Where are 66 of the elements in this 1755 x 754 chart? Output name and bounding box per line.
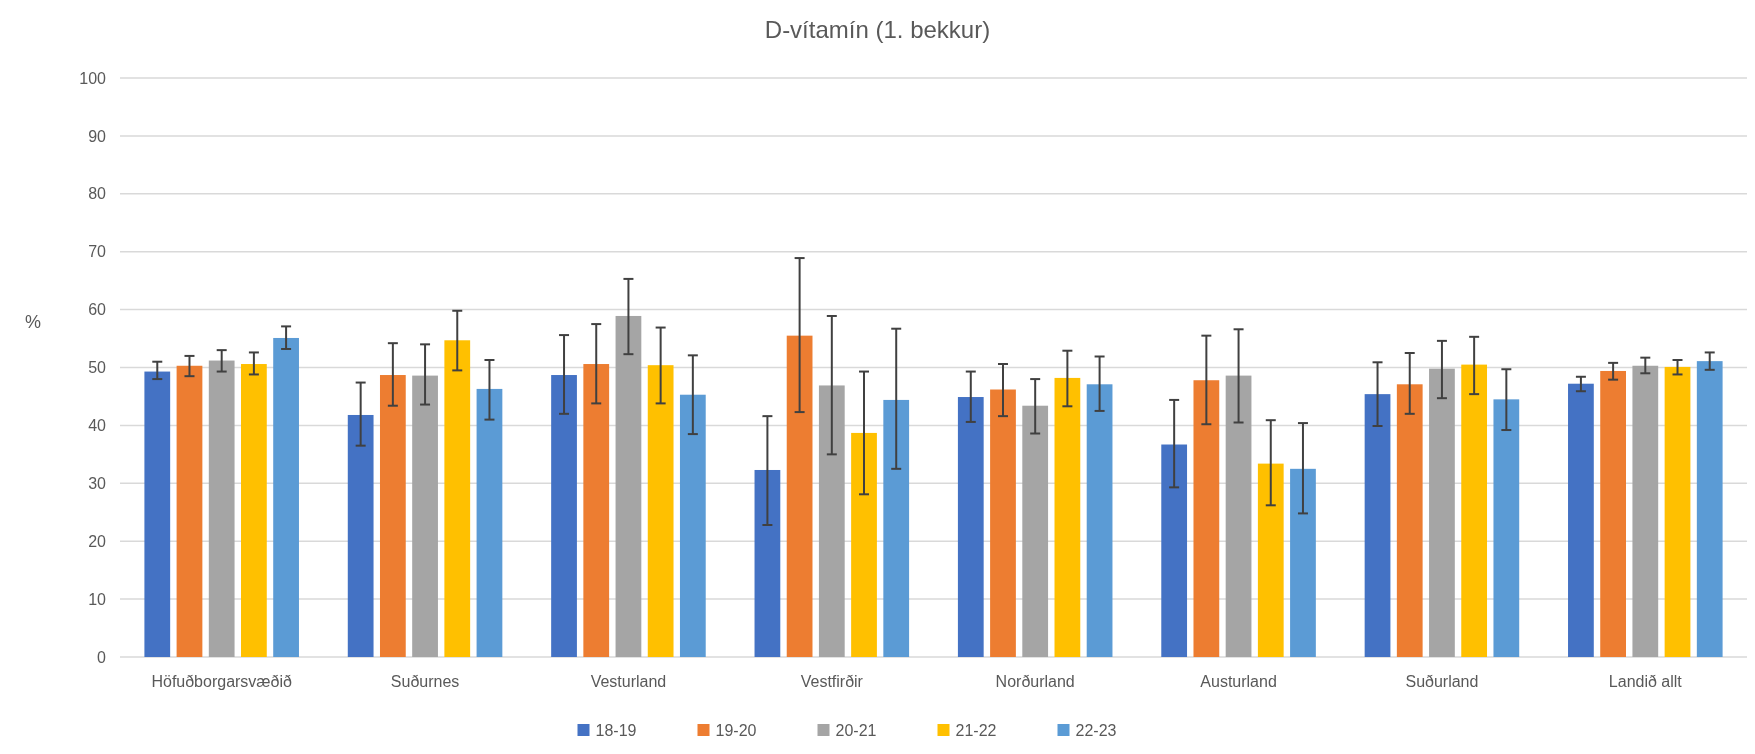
bar <box>990 389 1016 657</box>
legend-label: 21-22 <box>955 722 997 739</box>
bar <box>1364 394 1391 657</box>
bar <box>1225 375 1252 657</box>
bar <box>1396 384 1423 657</box>
legend-label: 20-21 <box>835 722 877 739</box>
y-tick-label: 60 <box>88 301 107 319</box>
bar <box>1086 384 1113 657</box>
bar <box>754 469 781 657</box>
x-tick-label: Vestfirðir <box>800 673 864 690</box>
y-tick-label: 10 <box>88 590 107 608</box>
bar <box>176 365 203 657</box>
x-tick-label: Vesturland <box>590 673 667 690</box>
bar <box>1600 370 1626 657</box>
bar <box>1161 444 1188 657</box>
bar <box>818 385 845 657</box>
bar <box>1257 463 1284 657</box>
bar <box>273 337 299 657</box>
x-tick-label: Austurland <box>1200 673 1277 690</box>
x-tick-label: Suðurland <box>1405 673 1479 690</box>
bar <box>208 360 235 657</box>
bar <box>379 375 406 657</box>
bar <box>551 375 577 657</box>
bar <box>412 375 438 657</box>
x-tick-label: Höfuðborgarsvæðið <box>151 673 293 690</box>
bar <box>851 432 877 657</box>
y-tick-label: 90 <box>88 127 107 145</box>
bar <box>1568 383 1594 657</box>
y-tick-label: 30 <box>88 474 107 492</box>
bar <box>883 399 910 657</box>
bar <box>786 335 813 657</box>
y-tick-label: 70 <box>88 243 107 261</box>
y-tick-label: 80 <box>88 185 107 203</box>
y-tick-label: 20 <box>88 532 107 550</box>
bar <box>1022 405 1049 657</box>
y-tick-label: 100 <box>79 69 107 87</box>
bar <box>1054 377 1081 657</box>
legend-label: 22-23 <box>1075 722 1117 739</box>
x-tick-label: Norðurland <box>995 673 1075 690</box>
legend-label: 18-19 <box>595 722 637 739</box>
y-tick-label: 0 <box>97 648 107 666</box>
y-tick-label: 40 <box>88 417 107 434</box>
bar <box>1193 380 1220 657</box>
bar <box>1493 399 1520 657</box>
bar <box>1632 365 1659 657</box>
y-tick-label: 50 <box>88 359 107 377</box>
chart-title: D-vítamín (1. bekkur) <box>764 16 991 43</box>
bar <box>1429 368 1455 657</box>
bar <box>679 394 706 657</box>
y-axis-title: % <box>24 311 42 332</box>
x-tick-label: Landið allt <box>1608 673 1683 690</box>
bar <box>957 397 984 657</box>
bar <box>476 388 503 657</box>
bar <box>1461 364 1488 657</box>
bar <box>444 340 471 657</box>
bar <box>1696 361 1723 657</box>
bar <box>647 365 674 657</box>
bar <box>347 414 374 657</box>
bar <box>144 371 171 657</box>
legend-label: 19-20 <box>715 722 757 739</box>
bar <box>241 364 267 657</box>
bar <box>1290 468 1316 657</box>
bar <box>1664 366 1691 657</box>
x-tick-label: Suðurnes <box>390 673 460 690</box>
bar <box>615 315 642 657</box>
bar <box>583 364 610 657</box>
